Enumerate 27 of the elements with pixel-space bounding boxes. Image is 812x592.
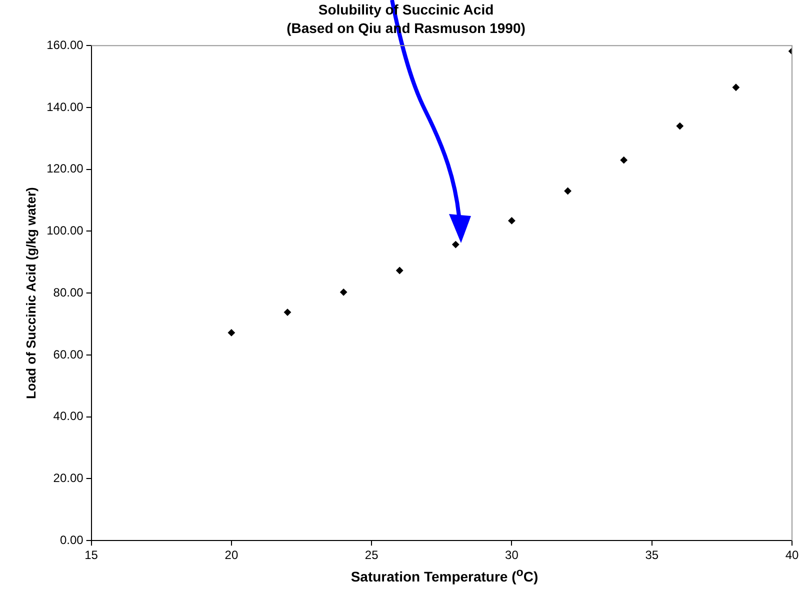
y-tick-label: 0.00 — [60, 532, 84, 547]
point — [508, 217, 516, 224]
x-tick-label: 25 — [364, 548, 379, 562]
point — [732, 84, 740, 91]
point — [564, 188, 572, 195]
x-axis-title: Saturation Temperature ($^{o}$C) — [350, 566, 540, 585]
point — [620, 156, 628, 164]
y-tick-label: 60.00 — [53, 347, 84, 362]
point — [676, 122, 684, 130]
point — [396, 267, 404, 274]
x-tick-label: 30 — [505, 548, 519, 562]
point — [284, 308, 291, 316]
y-axis-title: Load of Succinic Acid (g/kg water) — [23, 187, 38, 400]
point — [228, 329, 235, 336]
y-tick-label: 160.00 — [46, 38, 84, 52]
x-tick-label: 35 — [645, 548, 659, 562]
x-tick-label: 20 — [224, 548, 238, 562]
point — [452, 241, 460, 248]
y-tick-label: 140.00 — [46, 100, 84, 114]
y-tick-label: 100.00 — [46, 224, 84, 238]
x-tick-label: 40 — [785, 548, 799, 562]
y-tick-label: 120.00 — [46, 162, 84, 176]
point — [340, 288, 348, 296]
y-tick-label: 80.00 — [53, 285, 84, 300]
x-tick-label: 15 — [84, 548, 98, 562]
y-tick-label: 40.00 — [53, 409, 84, 424]
y-tick-label: 20.00 — [53, 471, 84, 486]
